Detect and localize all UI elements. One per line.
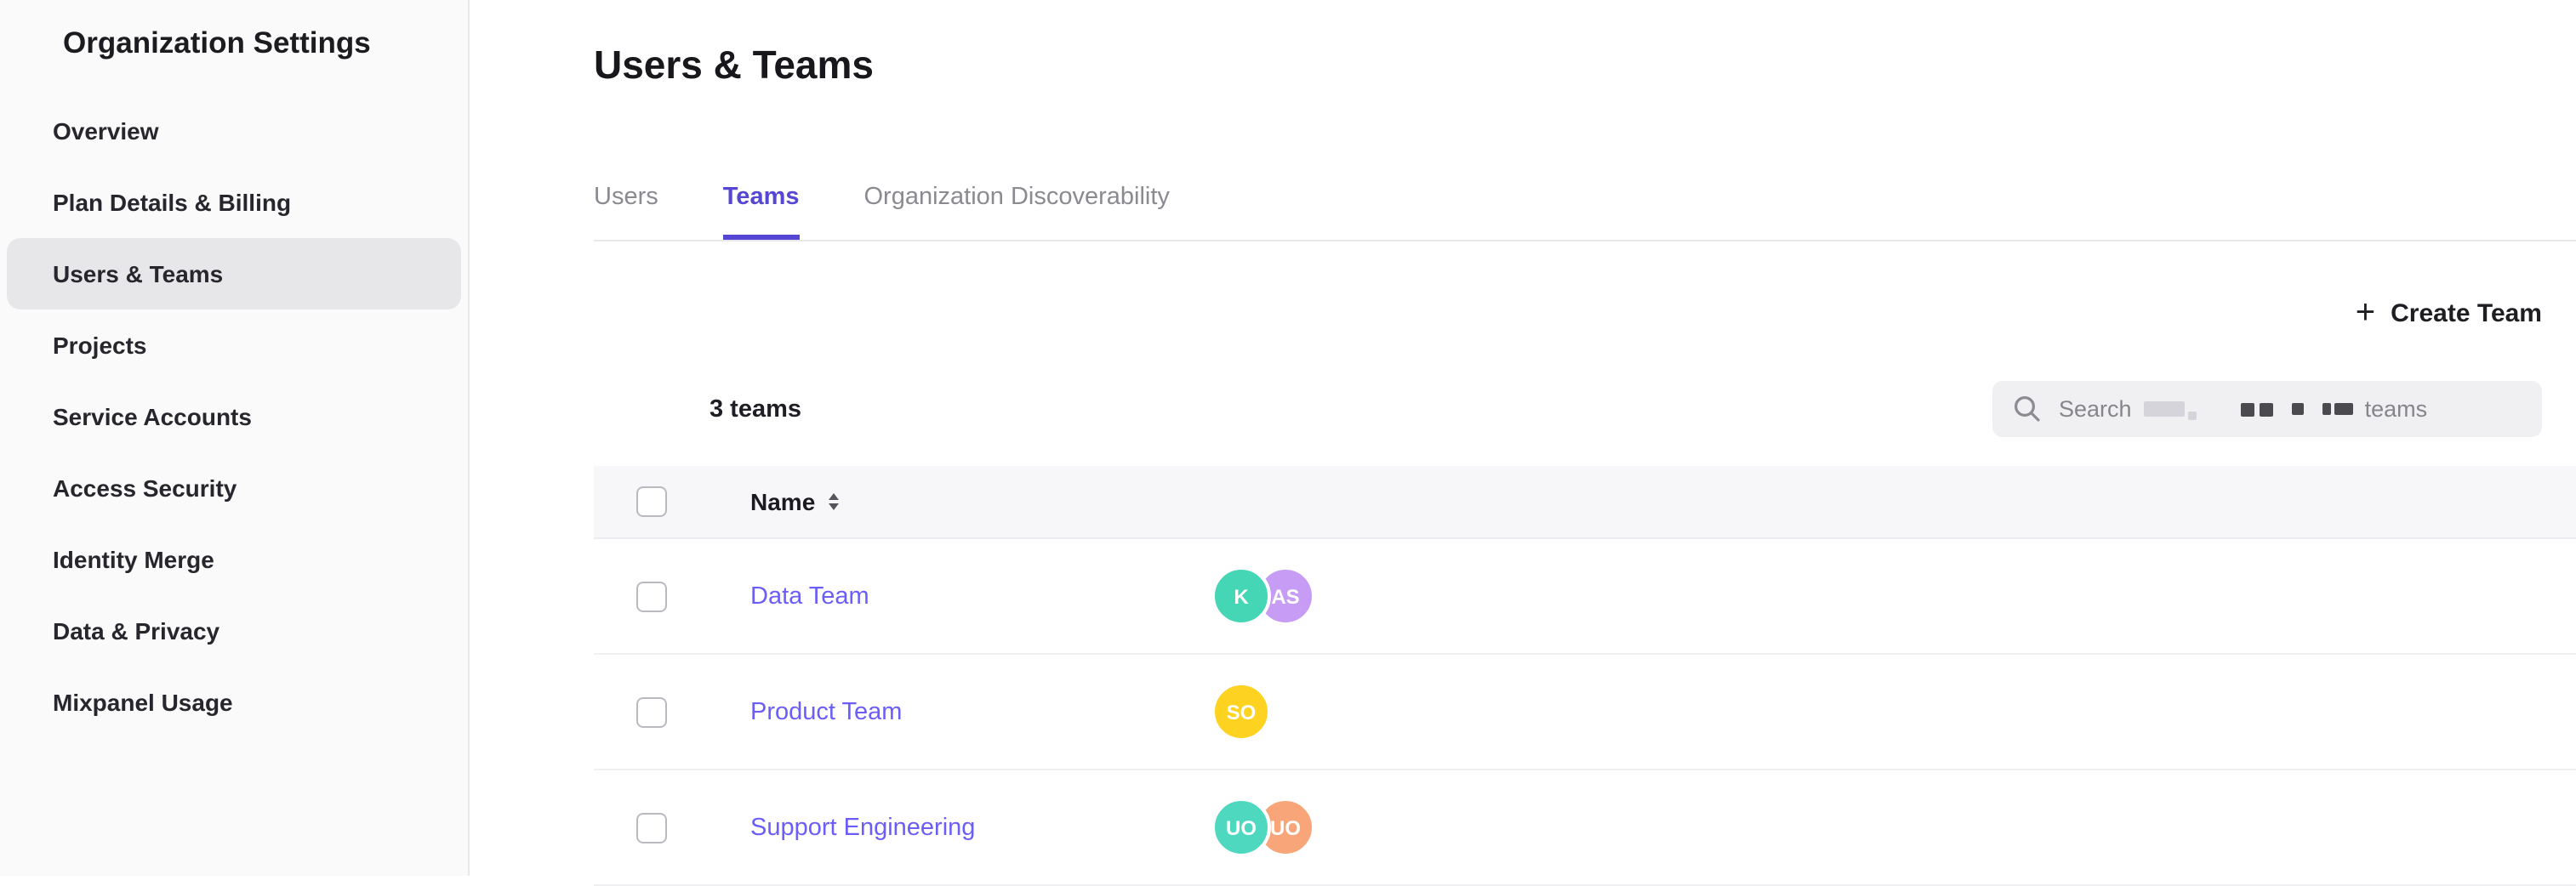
sidebar-item-label: Users & Teams [53, 260, 224, 287]
redacted-text [2143, 401, 2185, 417]
table-row: Data Team K AS [594, 539, 2576, 655]
row-checkbox[interactable] [636, 812, 667, 843]
sidebar-item-label: Projects [53, 332, 147, 359]
tab-teams[interactable]: Teams [722, 184, 800, 240]
search-icon [2015, 396, 2040, 422]
main-content: Users & Teams Users Teams Organization D… [471, 0, 2576, 886]
sidebar-item-label: Service Accounts [53, 403, 252, 430]
team-name-cell: Support Engineering [750, 812, 1211, 843]
sidebar-nav: Overview Plan Details & Billing Users & … [0, 95, 468, 738]
sidebar-item-users-teams[interactable]: Users & Teams [7, 238, 461, 310]
tab-label: Users [594, 184, 658, 211]
sidebar-item-identity-merge[interactable]: Identity Merge [7, 524, 461, 595]
member-avatar: SO [1211, 682, 1271, 741]
team-name-link[interactable]: Data Team [750, 582, 869, 610]
sidebar-item-mixpanel-usage[interactable]: Mixpanel Usage [7, 667, 461, 738]
create-team-row: + Create Team [594, 292, 2576, 333]
redacted-text [2322, 403, 2331, 415]
redacted-text [2187, 412, 2197, 420]
tab-bar: Users Teams Organization Discoverability [594, 184, 2576, 241]
redacted-text [2334, 403, 2353, 415]
team-name-link[interactable]: Support Engineering [750, 814, 976, 841]
select-all-checkbox[interactable] [636, 486, 667, 517]
member-avatar: K [1211, 566, 1271, 626]
sort-up-caret-icon [829, 492, 840, 500]
sidebar-item-data-privacy[interactable]: Data & Privacy [7, 595, 461, 667]
table-row: Support Engineering UO UO [594, 770, 2576, 886]
create-team-label: Create Team [2391, 298, 2542, 327]
sort-icon[interactable] [829, 492, 840, 511]
name-column-header: Name [750, 488, 816, 515]
sidebar-item-service-accounts[interactable]: Service Accounts [7, 381, 461, 452]
row-checkbox-cell [594, 696, 750, 727]
team-name-link[interactable]: Product Team [750, 698, 903, 725]
search-placeholder: Search teams [2059, 396, 2427, 422]
team-name-cell: Product Team [750, 696, 1211, 727]
search-input[interactable]: Search teams [1992, 381, 2542, 437]
row-checkbox-cell [594, 581, 750, 611]
sidebar-item-projects[interactable]: Projects [7, 310, 461, 381]
plus-icon: + [2355, 294, 2376, 332]
search-placeholder-suffix: teams [2364, 396, 2428, 422]
member-avatars: UO UO [1211, 798, 1315, 857]
search-placeholder-prefix: Search [2059, 396, 2132, 422]
tab-label: Organization Discoverability [863, 184, 1170, 211]
table-row: Product Team SO [594, 655, 2576, 770]
sidebar-item-label: Access Security [53, 474, 237, 502]
sidebar-item-label: Overview [53, 117, 159, 145]
team-count-label: 3 teams [710, 395, 802, 423]
member-avatars: K AS [1211, 566, 1315, 626]
tab-label: Teams [722, 184, 800, 211]
team-name-cell: Data Team [750, 581, 1211, 611]
redacted-text [2259, 402, 2273, 416]
row-checkbox[interactable] [636, 696, 667, 727]
sidebar-item-label: Mixpanel Usage [53, 689, 233, 716]
row-checkbox[interactable] [636, 581, 667, 611]
sidebar-item-label: Identity Merge [53, 546, 214, 573]
sidebar-item-label: Plan Details & Billing [53, 189, 292, 216]
member-avatar: UO [1211, 798, 1271, 857]
sidebar: Organization Settings Overview Plan Deta… [0, 0, 470, 876]
member-avatars: SO [1211, 682, 1271, 741]
create-team-button[interactable]: + Create Team [2356, 292, 2542, 333]
name-header-cell: Name [750, 488, 840, 515]
sidebar-item-plan-details-billing[interactable]: Plan Details & Billing [7, 167, 461, 238]
redacted-text [2240, 402, 2254, 416]
page-title: Users & Teams [594, 43, 874, 87]
sidebar-item-overview[interactable]: Overview [7, 95, 461, 167]
sort-down-caret-icon [829, 503, 840, 511]
teams-table: Name Data Team K AS Product Team SO [594, 466, 2576, 886]
table-body: Data Team K AS Product Team SO Support En… [594, 539, 2576, 886]
tab-users[interactable]: Users [594, 184, 658, 240]
count-and-search-row: 3 teams Search teams [594, 381, 2576, 437]
redacted-text [2291, 403, 2304, 415]
tab-organization-discoverability[interactable]: Organization Discoverability [864, 184, 1170, 240]
header-checkbox-cell [594, 486, 750, 517]
row-checkbox-cell [594, 812, 750, 843]
table-header-row: Name [594, 466, 2576, 539]
sidebar-item-label: Data & Privacy [53, 617, 220, 645]
sidebar-title: Organization Settings [63, 26, 371, 60]
sidebar-item-access-security[interactable]: Access Security [7, 452, 461, 524]
